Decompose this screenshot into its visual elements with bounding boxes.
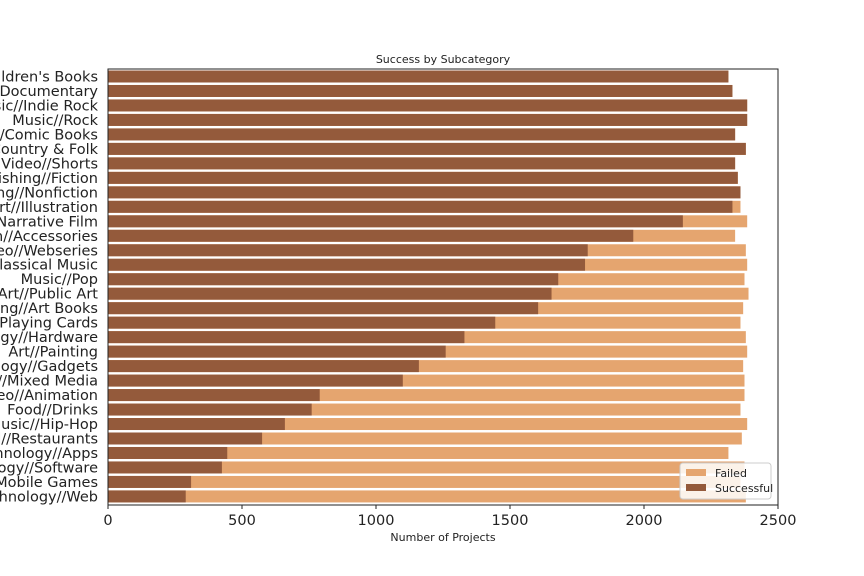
y-tick-label: Art//Painting (8, 345, 98, 361)
bar-successful (108, 171, 738, 184)
bar-successful (108, 113, 748, 126)
y-tick-label: Children's Books (0, 70, 98, 86)
y-tick-label: Music//Rock (12, 113, 98, 129)
y-tick-label: Technology//Web (0, 489, 98, 505)
x-tick-label: 1500 (492, 513, 529, 529)
y-tick-label: Film & Video//Documentary (0, 84, 98, 100)
y-tick-label: Food//Restaurants (0, 432, 98, 448)
y-tick-label: Film & Video//Webseries (0, 243, 98, 259)
y-tick-label: Music//Classical Music (0, 258, 98, 274)
bar-failed (108, 475, 741, 488)
series-successful (108, 70, 748, 503)
y-tick-label: Publishing//Fiction (0, 171, 98, 187)
bar-successful (108, 446, 228, 459)
y-tick-label: Technology//Hardware (0, 330, 98, 346)
bar-successful (108, 345, 446, 358)
x-tick-label: 0 (103, 513, 112, 529)
x-axis-label: Number of Projects (390, 531, 495, 544)
bar-failed (108, 490, 746, 503)
y-tick-label: Food//Drinks (7, 403, 98, 419)
bar-successful (108, 418, 285, 431)
y-tick-label: Art//Illustration (0, 200, 98, 216)
bar-successful (108, 128, 736, 141)
bar-successful (108, 273, 559, 286)
legend-swatch-failed (686, 469, 706, 476)
bar-successful (108, 70, 729, 83)
bar-successful (108, 302, 539, 315)
x-tick-label: 500 (228, 513, 256, 529)
bar-successful (108, 432, 263, 445)
y-tick-label: Art//Mixed Media (0, 374, 98, 390)
y-tick-label: Music//Hip-Hop (0, 417, 98, 433)
bar-successful (108, 403, 312, 416)
bar-successful (108, 244, 588, 257)
y-tick-label: Film & Video//Animation (0, 388, 98, 404)
x-tick-label: 2500 (760, 513, 797, 529)
bar-successful (108, 142, 746, 155)
bar-successful (108, 490, 186, 503)
y-tick-label: Music//Country & Folk (0, 142, 99, 158)
bar-successful (108, 389, 320, 402)
y-tick-labels: Children's BooksFilm & Video//Documentar… (0, 70, 99, 506)
chart-title: Success by Subcategory (376, 53, 511, 66)
bar-successful (108, 461, 222, 474)
legend: Failed Successful (679, 462, 773, 500)
bar-successful (108, 331, 465, 344)
bar-failed (108, 446, 729, 459)
bar-successful (108, 99, 748, 112)
y-tick-label: Publishing//Art Books (0, 301, 98, 317)
bar-failed (108, 461, 745, 474)
y-tick-label: Technology//Apps (0, 446, 98, 462)
x-tick-label: 1000 (358, 513, 395, 529)
bar-successful (108, 316, 496, 329)
legend-label-successful: Successful (715, 482, 773, 495)
y-tick-label: Music//Pop (21, 272, 98, 288)
y-tick-label: Technology//Gadgets (0, 359, 98, 375)
y-tick-label: Fashion//Accessories (0, 229, 98, 245)
y-tick-label: Games//Playing Cards (0, 316, 98, 332)
y-tick-label: Games//Mobile Games (0, 475, 98, 491)
bar-successful (108, 475, 192, 488)
bar-successful (108, 157, 736, 170)
bar-successful (108, 84, 733, 97)
y-tick-label: Film & Video//Narrative Film (0, 214, 98, 230)
legend-label-failed: Failed (715, 467, 747, 480)
bar-successful (108, 186, 741, 199)
y-tick-label: Music//Indie Rock (0, 98, 99, 114)
y-tick-label: Art//Public Art (0, 287, 98, 303)
bar-successful (108, 258, 586, 271)
y-tick-label: Publishing//Nonfiction (0, 185, 98, 201)
legend-swatch-successful (686, 484, 706, 491)
bar-successful (108, 360, 419, 373)
y-tick-label: Comics//Comic Books (0, 127, 98, 143)
bar-failed (108, 432, 742, 445)
bar-successful (108, 215, 683, 228)
x-tick-label: 2000 (626, 513, 663, 529)
bar-successful (108, 374, 403, 387)
bar-successful (108, 200, 733, 213)
y-tick-label: Technology//Software (0, 460, 98, 476)
plot-frame (107, 68, 779, 506)
y-tick-label: Film & Video//Shorts (0, 156, 98, 172)
bar-successful (108, 229, 634, 242)
bar-successful (108, 287, 552, 300)
x-axis-ticks: 0 500 1000 1500 2000 2500 (103, 505, 796, 529)
bars-layer (108, 70, 749, 503)
